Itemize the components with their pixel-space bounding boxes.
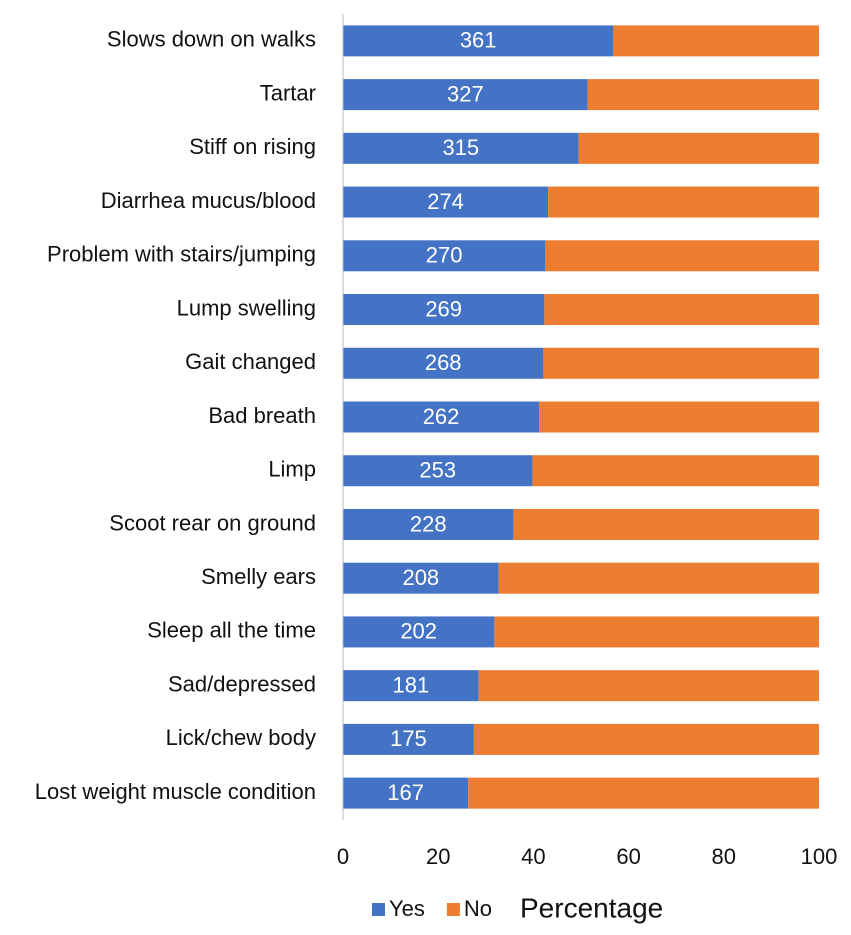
bar-segment [498, 562, 819, 594]
data-label: 274 [427, 189, 464, 214]
y-tick-label: Lump swelling [177, 295, 316, 320]
x-tick-label: 0 [337, 844, 349, 869]
data-label: 253 [419, 458, 456, 483]
legend-swatch [446, 903, 460, 916]
bar-segment [473, 723, 819, 755]
bar-segment [548, 186, 819, 218]
bar-segment [343, 777, 469, 809]
bar-segment [343, 186, 549, 218]
data-label: 175 [390, 726, 427, 751]
legend-label: No [464, 896, 492, 921]
legend-swatch [372, 903, 385, 916]
bar-segment [343, 401, 540, 433]
bar-segment [343, 508, 514, 540]
data-label: 268 [425, 350, 462, 375]
y-tick-label: Problem with stairs/jumping [47, 242, 316, 267]
bar-segment [478, 670, 819, 702]
bar-segment [494, 616, 819, 648]
data-label: 270 [426, 243, 463, 268]
data-label: 361 [460, 28, 497, 53]
bar-segment [343, 240, 546, 272]
data-label: 327 [447, 81, 484, 106]
bar-segment [343, 562, 499, 594]
bar-segment [513, 508, 819, 540]
bar-segment [343, 723, 474, 755]
data-label: 208 [402, 565, 439, 590]
y-tick-label: Scoot rear on ground [109, 510, 316, 535]
y-tick-label: Sad/depressed [168, 671, 316, 696]
bar-segment [343, 25, 614, 57]
bar-segment [343, 455, 533, 487]
y-tick-label: Limp [268, 457, 316, 482]
bar-segment [578, 132, 819, 164]
x-tick-label: 60 [616, 844, 640, 869]
bar-segment [343, 294, 545, 326]
bar-segment [532, 455, 819, 487]
bar-segment [343, 347, 544, 379]
bar-segment [545, 240, 819, 272]
y-tick-label: Stiff on rising [189, 134, 316, 159]
legend-label: Yes [389, 896, 425, 921]
x-axis-label: Percentage [520, 892, 663, 923]
bar-segment [543, 347, 819, 379]
x-tick-label: 40 [521, 844, 545, 869]
bar-segment [613, 25, 819, 57]
y-tick-label: Lick/chew body [166, 725, 316, 750]
y-tick-label: Slows down on walks [107, 27, 316, 52]
x-tick-label: 100 [801, 844, 838, 869]
data-label: 315 [442, 135, 479, 160]
y-tick-label: Lost weight muscle condition [35, 779, 316, 804]
data-label: 181 [392, 672, 429, 697]
x-tick-label: 80 [712, 844, 736, 869]
bar-segment [343, 616, 495, 648]
bar-segment [343, 670, 479, 702]
y-tick-label: Smelly ears [201, 564, 316, 589]
x-tick-label: 20 [426, 844, 450, 869]
bar-segment [587, 79, 819, 111]
bar-segment [343, 132, 579, 164]
y-tick-label: Gait changed [185, 349, 316, 374]
data-label: 167 [387, 780, 424, 805]
y-tick-label: Sleep all the time [147, 618, 316, 643]
bar-segment [468, 777, 819, 809]
y-tick-label: Tartar [260, 80, 316, 105]
y-tick-label: Diarrhea mucus/blood [101, 188, 316, 213]
bar-segment [539, 401, 819, 433]
data-label: 269 [425, 296, 462, 321]
data-label: 228 [410, 511, 447, 536]
data-label: 202 [400, 619, 437, 644]
bar-segment [544, 294, 819, 326]
bar-segment [343, 79, 588, 111]
y-tick-label: Bad breath [208, 403, 316, 428]
data-label: 262 [423, 404, 460, 429]
